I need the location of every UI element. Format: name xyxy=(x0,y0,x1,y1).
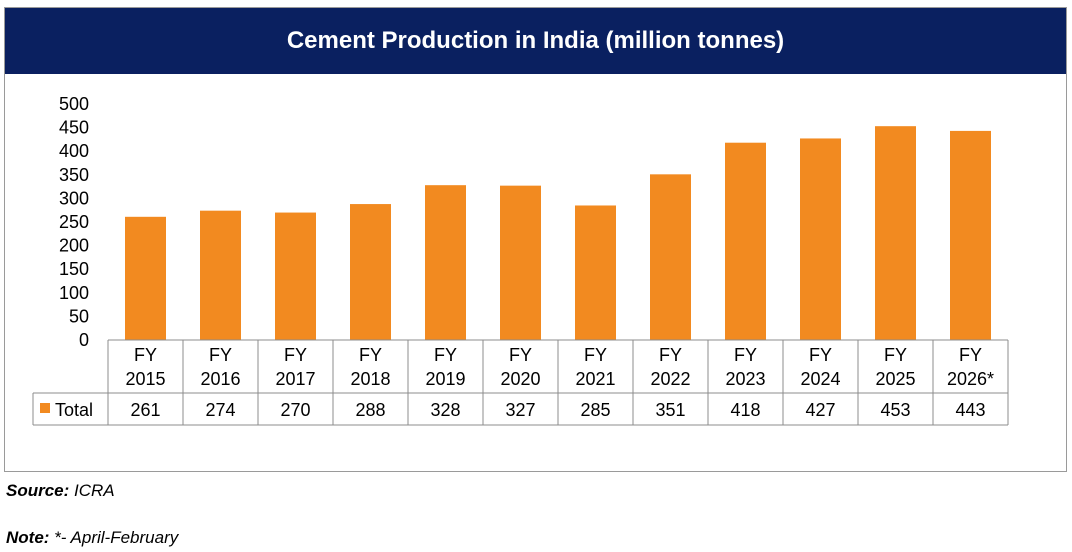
y-tick-label: 500 xyxy=(59,94,89,114)
x-tick-label: FY xyxy=(809,345,832,365)
data-label: 288 xyxy=(355,400,385,420)
y-tick-label: 250 xyxy=(59,212,89,232)
x-tick-label: 2019 xyxy=(425,369,465,389)
x-tick-label: 2022 xyxy=(650,369,690,389)
x-tick-label: 2020 xyxy=(500,369,540,389)
data-label: 351 xyxy=(655,400,685,420)
chart-header: Cement Production in India (million tonn… xyxy=(5,8,1066,74)
x-tick-label: FY xyxy=(359,345,382,365)
source-value: ICRA xyxy=(69,481,115,500)
bar xyxy=(800,138,841,340)
y-tick-label: 450 xyxy=(59,118,89,138)
data-label: 274 xyxy=(205,400,235,420)
chart-title: Cement Production in India (million tonn… xyxy=(286,27,785,54)
y-tick-label: 50 xyxy=(69,306,89,326)
y-tick-label: 100 xyxy=(59,283,89,303)
data-label: 270 xyxy=(280,400,310,420)
x-tick-label: 2026* xyxy=(947,369,994,389)
legend-key xyxy=(40,403,50,413)
bar xyxy=(425,185,466,340)
x-tick-label: FY xyxy=(734,345,757,365)
bar xyxy=(125,216,166,340)
y-tick-label: 0 xyxy=(79,330,89,350)
bar xyxy=(275,212,316,340)
x-tick-label: 2015 xyxy=(125,369,165,389)
y-tick-label: 400 xyxy=(59,141,89,161)
bar xyxy=(350,204,391,340)
data-label: 443 xyxy=(955,400,985,420)
x-tick-label: FY xyxy=(509,345,532,365)
x-tick-label: 2025 xyxy=(875,369,915,389)
x-tick-label: 2024 xyxy=(800,369,840,389)
bar-chart: 0 50 100 150 200 250 300 350 400 450 500 FY 2015 261 F… xyxy=(32,94,1009,426)
x-tick-label: FY xyxy=(659,345,682,365)
chart-frame: Cement Production in India (million tonn… xyxy=(4,7,1067,472)
data-label: 427 xyxy=(805,400,835,420)
x-tick-label: FY xyxy=(884,345,907,365)
x-tick-label: FY xyxy=(584,345,607,365)
source-label: Source: xyxy=(6,481,70,500)
data-label: 418 xyxy=(730,400,760,420)
bar xyxy=(500,185,541,340)
bar xyxy=(200,210,241,340)
x-tick-label: 2021 xyxy=(575,369,615,389)
data-label: 327 xyxy=(505,400,535,420)
x-tick-label: FY xyxy=(209,345,232,365)
x-tick-label: FY xyxy=(959,345,982,365)
bar xyxy=(650,174,691,340)
x-tick-label: 2017 xyxy=(275,369,315,389)
x-tick-label: 2018 xyxy=(350,369,390,389)
y-tick-label: 150 xyxy=(59,259,89,279)
note-value: *- April-February xyxy=(49,528,179,547)
legend-label: Total xyxy=(55,400,93,420)
y-tick-label: 200 xyxy=(59,236,89,256)
x-tick-label: 2016 xyxy=(200,369,240,389)
x-tick-label: FY xyxy=(284,345,307,365)
x-tick-label: FY xyxy=(434,345,457,365)
y-tick-label: 350 xyxy=(59,165,89,185)
bar xyxy=(950,130,991,340)
x-tick-label: FY xyxy=(134,345,157,365)
x-tick-label: 2023 xyxy=(725,369,765,389)
data-label: 285 xyxy=(580,400,610,420)
bar xyxy=(875,126,916,341)
y-tick-label: 300 xyxy=(59,188,89,208)
note-line: Note: *- April-February xyxy=(6,528,178,548)
note-label: Note: xyxy=(6,528,50,547)
data-label: 261 xyxy=(130,400,160,420)
data-label: 453 xyxy=(880,400,910,420)
bar xyxy=(575,205,616,340)
source-line: Source: ICRA xyxy=(6,481,115,501)
bar xyxy=(725,142,766,340)
data-label: 328 xyxy=(430,400,460,420)
